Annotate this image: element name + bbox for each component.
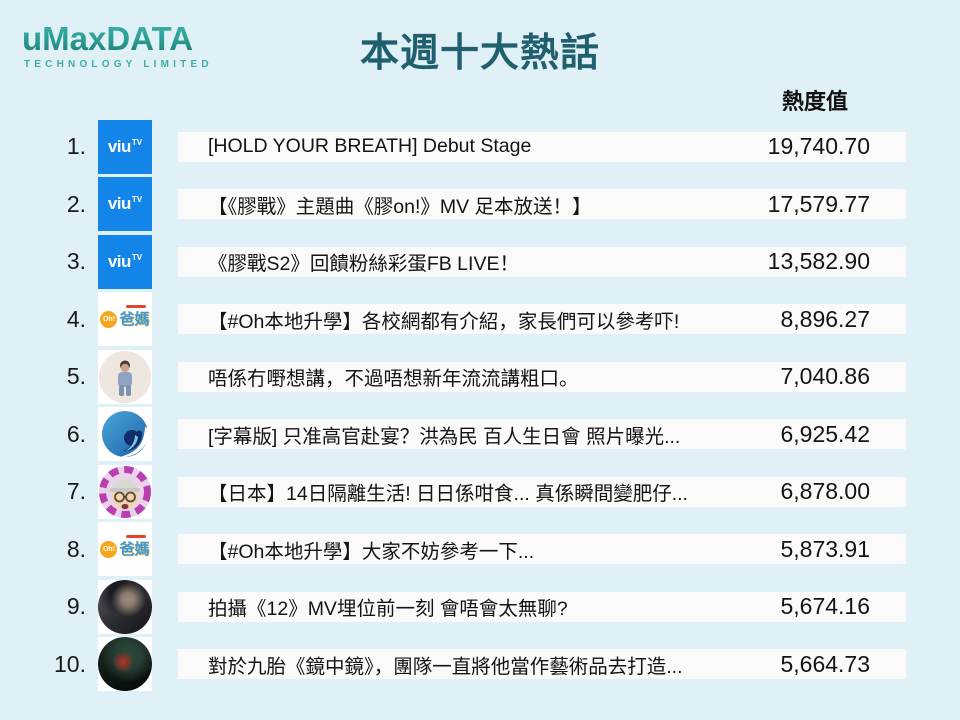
channel-avatar: Oh! 爸媽	[98, 522, 152, 577]
rank-number: 5.	[66, 363, 86, 390]
page-title: 本週十大熱話	[359, 32, 600, 75]
topic-bar: 拍攝《12》MV埋位前一刻 會唔會太無聊? 5,674.16	[178, 591, 906, 622]
list-item: 1. viu TV [HOLD YOUR BREATH] Debut Stage …	[0, 118, 960, 176]
channel-avatar	[98, 464, 152, 519]
list-item: 5. 唔係冇嘢想講，不過唔想新年流流講粗口。 7,040.86	[0, 348, 960, 406]
heat-value: 5,873.91	[780, 535, 870, 562]
list-item: 4. Oh! 爸媽 【#Oh本地升學】各校網都有介紹，家長們可以參考吓! 8,89…	[0, 291, 960, 349]
heat-value: 6,878.00	[780, 478, 870, 505]
heat-value: 5,674.16	[780, 593, 870, 620]
heat-value: 5,664.73	[780, 650, 870, 677]
topic-title: 【日本】14日隔離生活! 日日係咁食... 真係瞬間變肥仔...	[208, 483, 688, 506]
list-item: 7. 【日本】14日隔離生活! 日日係咁食... 真係瞬間變肥仔... 6,87…	[0, 463, 960, 521]
brand-name: uMaxDATA	[22, 22, 213, 55]
channel-avatar: viu TV	[98, 234, 152, 289]
rank-number: 3.	[66, 248, 86, 275]
heat-value: 7,040.86	[780, 363, 870, 390]
brand-subtitle: TECHNOLOGY LIMITED	[24, 59, 213, 70]
channel-avatar	[98, 407, 152, 462]
rank-number: 4.	[66, 305, 86, 332]
list-item: 8. Oh! 爸媽 【#Oh本地升學】大家不妨參考一下... 5,873.91	[0, 521, 960, 579]
capman-avatar-icon	[98, 464, 152, 519]
topic-bar: 【日本】14日隔離生活! 日日係咁食... 真係瞬間變肥仔... 6,878.0…	[178, 476, 906, 507]
topic-title: 對於九胎《鏡中鏡》，團隊一直將他當作藝術品去打造...	[208, 655, 683, 678]
viutv-logo-icon: viu TV	[98, 177, 152, 232]
list-item: 2. viu TV 【《膠戰》主題曲《膠on!》MV 足本放送！】 17,579.…	[0, 176, 960, 234]
heat-value: 19,740.70	[767, 133, 870, 160]
topic-title: 【#Oh本地升學】各校網都有介紹，家長們可以參考吓!	[208, 310, 680, 333]
heat-value: 17,579.77	[767, 190, 870, 217]
ranking-list: 1. viu TV [HOLD YOUR BREATH] Debut Stage …	[0, 118, 960, 693]
heat-column-header: 熱度值	[781, 89, 848, 114]
channel-avatar	[98, 637, 152, 692]
viutv-logo-icon: viu TV	[98, 119, 152, 174]
topic-title: 《膠戰S2》回饋粉絲彩蛋FB LIVE！	[208, 253, 519, 276]
portrait-avatar-icon	[98, 579, 152, 634]
rank-number: 7.	[66, 478, 86, 505]
rank-number: 2.	[66, 190, 86, 217]
list-item: 6. [字幕版] 只准高官赴宴？洪為民 百人生日會 照片曝光... 6,925.…	[0, 406, 960, 464]
channel-avatar: Oh! 爸媽	[98, 292, 152, 347]
list-item: 10. 對於九胎《鏡中鏡》，團隊一直將他當作藝術品去打造... 5,664.73	[0, 636, 960, 694]
viutv-logo-icon: viu TV	[98, 234, 152, 289]
topic-title: [HOLD YOUR BREATH] Debut Stage	[208, 135, 532, 158]
topic-title: 拍攝《12》MV埋位前一刻 會唔會太無聊?	[208, 598, 568, 621]
heat-value: 8,896.27	[780, 305, 870, 332]
topic-bar: [字幕版] 只准高官赴宴？洪為民 百人生日會 照片曝光... 6,925.42	[178, 419, 906, 450]
topic-bar: 【#Oh本地升學】大家不妨參考一下... 5,873.91	[178, 534, 906, 565]
topic-title: [字幕版] 只准高官赴宴？洪為民 百人生日會 照片曝光...	[208, 425, 681, 448]
rank-number: 9.	[66, 593, 86, 620]
list-item: 3. viu TV 《膠戰S2》回饋粉絲彩蛋FB LIVE！ 13,582.90	[0, 233, 960, 291]
person-avatar-icon	[98, 349, 152, 404]
channel-avatar	[98, 349, 152, 404]
topic-title: 【#Oh本地升學】大家不妨參考一下...	[208, 540, 535, 563]
rank-number: 1.	[66, 133, 86, 160]
darkgreen-avatar-icon	[98, 637, 152, 692]
topic-bar: 【#Oh本地升學】各校網都有介紹，家長們可以參考吓! 8,896.27	[178, 304, 906, 335]
ohpama-logo-icon: Oh! 爸媽	[98, 522, 152, 577]
wave-logo-icon	[98, 407, 152, 462]
topic-title: 【《膠戰》主題曲《膠on!》MV 足本放送！】	[208, 195, 592, 218]
brand-logo: uMaxDATA TECHNOLOGY LIMITED	[22, 22, 213, 70]
rank-number: 8.	[66, 535, 86, 562]
list-item: 9. 拍攝《12》MV埋位前一刻 會唔會太無聊? 5,674.16	[0, 578, 960, 636]
topic-bar: 《膠戰S2》回饋粉絲彩蛋FB LIVE！ 13,582.90	[178, 246, 906, 277]
topic-bar: 唔係冇嘢想講，不過唔想新年流流講粗口。 7,040.86	[178, 361, 906, 392]
topic-bar: [HOLD YOUR BREATH] Debut Stage 19,740.70	[178, 131, 906, 162]
heat-value: 13,582.90	[767, 248, 870, 275]
channel-avatar: viu TV	[98, 119, 152, 174]
heat-value: 6,925.42	[780, 420, 870, 447]
channel-avatar	[98, 579, 152, 634]
rank-number: 6.	[66, 420, 86, 447]
ohpama-logo-icon: Oh! 爸媽	[98, 292, 152, 347]
rank-number: 10.	[54, 650, 86, 677]
topic-bar: 對於九胎《鏡中鏡》，團隊一直將他當作藝術品去打造... 5,664.73	[178, 649, 906, 680]
channel-avatar: viu TV	[98, 177, 152, 232]
topic-title: 唔係冇嘢想講，不過唔想新年流流講粗口。	[208, 368, 579, 391]
topic-bar: 【《膠戰》主題曲《膠on!》MV 足本放送！】 17,579.77	[178, 189, 906, 220]
